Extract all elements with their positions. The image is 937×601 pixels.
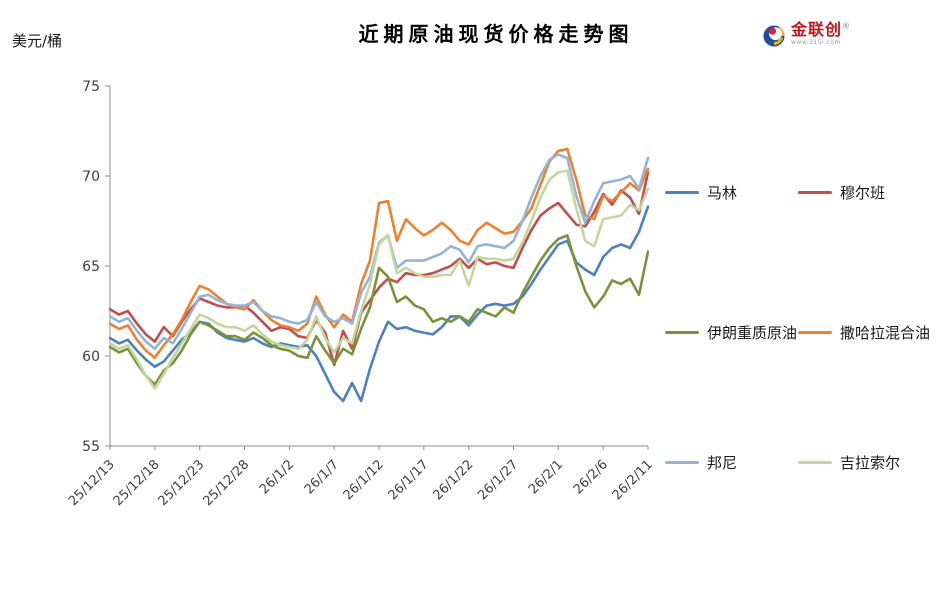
brand-logo: 金联创® www.315i.com [762,22,850,48]
series-line-3 [108,147,650,360]
x-tick-label: 26/1/22 [430,457,476,503]
y-axis-unit-label: 美元/桶 [12,32,63,50]
brand-url-text: www.315i.com [791,39,841,46]
x-tick-label: 26/1/7 [302,457,342,497]
brand-registered-mark: ® [842,21,851,31]
x-tick-label: 25/12/18 [111,457,163,509]
y-tick-label: 60 [82,349,100,365]
x-tick-label: 26/2/11 [610,457,656,503]
x-tick-label: 26/1/17 [386,457,432,503]
x-tick-label: 25/12/13 [66,457,118,509]
x-tick-label: 26/1/12 [341,457,387,503]
y-tick-label: 55 [82,439,100,455]
x-tick-label: 26/1/27 [475,457,521,503]
series-line-4 [108,153,650,351]
y-tick-label: 75 [82,79,100,95]
series-line-2 [108,234,650,387]
x-tick-label: 26/2/1 [526,457,566,497]
y-tick-label: 70 [82,169,100,185]
x-tick-label: 25/12/28 [200,457,252,509]
series-line-5 [108,169,650,390]
brand-logo-icon [763,25,785,47]
x-tick-label: 25/12/23 [156,457,208,509]
chart-title: 近期原油现货价格走势图 [358,22,634,46]
brand-name: 金联创 [791,20,843,39]
y-tick-label: 65 [82,259,100,275]
x-tick-label: 26/1/2 [257,457,297,497]
x-tick-label: 26/2/6 [571,457,611,497]
